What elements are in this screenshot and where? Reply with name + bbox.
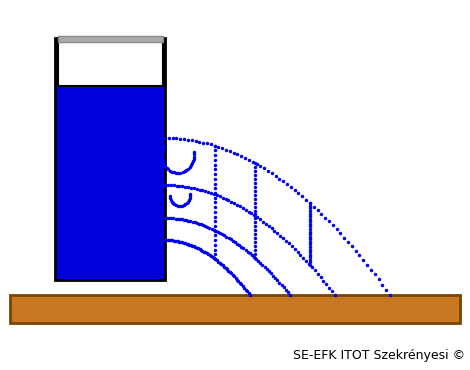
Bar [55, 38, 165, 280]
Bar [58, 38, 163, 86]
Text: SE-EFK ITOT Szekrényesi ©: SE-EFK ITOT Szekrényesi © [293, 349, 465, 362]
Bar [10, 295, 460, 323]
Bar [58, 36, 163, 42]
